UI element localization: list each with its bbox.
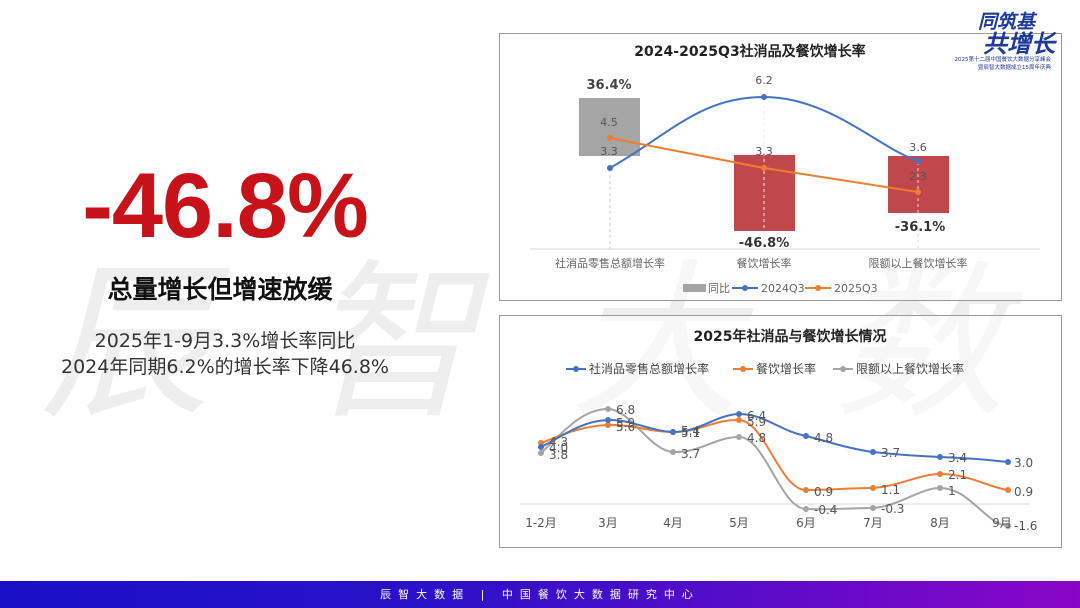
point-label: 4.8: [814, 431, 833, 445]
point-label: 2.3: [909, 170, 927, 183]
logo-line-3: 2025第十二届中国餐饮大数据分享峰会: [954, 57, 1052, 63]
event-logo: 同筑基 共增长 2025第十二届中国餐饮大数据分享峰会 暨辰智大数据成立15周年…: [945, 12, 1065, 72]
chart-title: 2025年社消品与餐饮增长情况: [694, 328, 887, 345]
x-tick: 限额以上餐饮增长率: [869, 256, 968, 270]
point-label: 5.4: [681, 424, 700, 438]
logo-line-1: 同筑基: [977, 11, 1035, 33]
bar-label: -36.1%: [895, 220, 946, 235]
point-label: 1: [948, 484, 956, 498]
point-label: 3.3: [755, 145, 773, 158]
chart-panel-2025-trend: 2025年社消品与餐饮增长情况 社消品零售总额增长率 餐饮增长率 限额以上餐饮增…: [499, 315, 1062, 548]
legend-swatch-2025q3: [815, 285, 821, 291]
x-tick: 3月: [598, 516, 618, 530]
legend-label: 同比: [708, 282, 730, 295]
legend-label: 限额以上餐饮增长率: [856, 361, 964, 376]
bar-yoy-above-quota: [888, 156, 949, 213]
bar-label: -46.8%: [739, 236, 790, 251]
x-tick: 9月: [992, 516, 1012, 530]
point-label: 3.7: [881, 446, 900, 460]
point-label: 6.4: [747, 409, 766, 423]
x-tick: 6月: [796, 516, 816, 530]
chart-2025-trend: 2025年社消品与餐饮增长情况 社消品零售总额增长率 餐饮增长率 限额以上餐饮增…: [520, 328, 1037, 533]
legend-label: 2024Q3: [761, 282, 805, 295]
point-label: 6.8: [616, 403, 635, 417]
point-label: 4.8: [747, 431, 766, 445]
point-label: 0.9: [814, 485, 833, 499]
point-label: 5.9: [747, 415, 766, 429]
x-tick: 1-2月: [525, 516, 557, 530]
description-line-1: 2025年1-9月3.3%增长率同比: [94, 330, 356, 352]
point-label: -0.3: [881, 502, 904, 516]
logo-line-2: 共增长: [983, 29, 1055, 58]
legend-label: 2025Q3: [834, 282, 878, 295]
x-tick: 7月: [863, 516, 883, 530]
x-tick: 餐饮增长率: [737, 256, 792, 270]
chart-title: 2024-2025Q3社消品及餐饮增长率: [634, 43, 865, 60]
legend-swatch-catering: [740, 366, 746, 372]
headline-text: 总量增长但增速放缓: [107, 275, 333, 304]
point-label: 3.4: [948, 451, 967, 465]
chart-panel-q3-growth: 2024-2025Q3社消品及餐饮增长率 36.4% -46.8% -36.1%…: [499, 33, 1062, 301]
legend-label: 社消品零售总额增长率: [589, 361, 709, 376]
headline-value: -46.8%: [82, 155, 369, 257]
point-label: -1.6: [1014, 519, 1037, 533]
point-label: 1.1: [881, 483, 900, 497]
legend-swatch-2024q3: [742, 285, 748, 291]
legend-swatch-yoy: [683, 284, 706, 292]
point-label: 2.1: [948, 468, 967, 482]
bar-yoy-retail: [579, 98, 640, 156]
x-tick: 8月: [930, 516, 950, 530]
point-label: 5.9: [616, 416, 635, 430]
description-line-2: 2024年同期6.2%的增长率下降46.8%: [61, 356, 389, 378]
bar-label: 36.4%: [586, 78, 631, 93]
line-retail: [540, 412, 1009, 463]
point-label: -0.4: [814, 503, 837, 517]
point-label: 3.0: [1014, 456, 1033, 470]
summary-block: -46.8% 总量增长但增速放缓 2025年1-9月3.3%增长率同比 2024…: [40, 160, 440, 380]
x-tick: 社消品零售总额增长率: [555, 256, 665, 270]
point-label: 0.9: [1014, 485, 1033, 499]
chart-q3-growth: 2024-2025Q3社消品及餐饮增长率 36.4% -46.8% -36.1%…: [530, 43, 1040, 295]
point-label: 4.0: [549, 441, 568, 455]
footer-bar: 辰智大数据 | 中国餐饮大数据研究中心: [0, 581, 1080, 608]
x-tick: 4月: [663, 516, 683, 530]
point-label: 3.7: [681, 447, 700, 461]
line-above-quota: [540, 407, 1009, 527]
logo-line-4: 暨辰智大数据成立15周年庆典: [978, 65, 1051, 71]
point-label: 5.6: [616, 420, 635, 434]
point-label: 3.3: [600, 145, 618, 158]
point-label: 4.3: [549, 435, 568, 449]
description: 2025年1-9月3.3%增长率同比 2024年同期6.2%的增长率下降46.8…: [10, 328, 440, 380]
legend-label: 餐饮增长率: [756, 361, 816, 376]
x-tick: 5月: [729, 516, 749, 530]
point-label: 6.2: [755, 74, 773, 87]
point-label: 3.8: [549, 448, 568, 462]
legend-swatch-above-quota: [840, 366, 846, 372]
point-label: 3.6: [909, 141, 927, 154]
point-label: 5.1: [681, 426, 700, 440]
point-label: 4.5: [600, 116, 618, 129]
legend-swatch-retail: [573, 366, 579, 372]
line-catering: [540, 418, 1009, 492]
